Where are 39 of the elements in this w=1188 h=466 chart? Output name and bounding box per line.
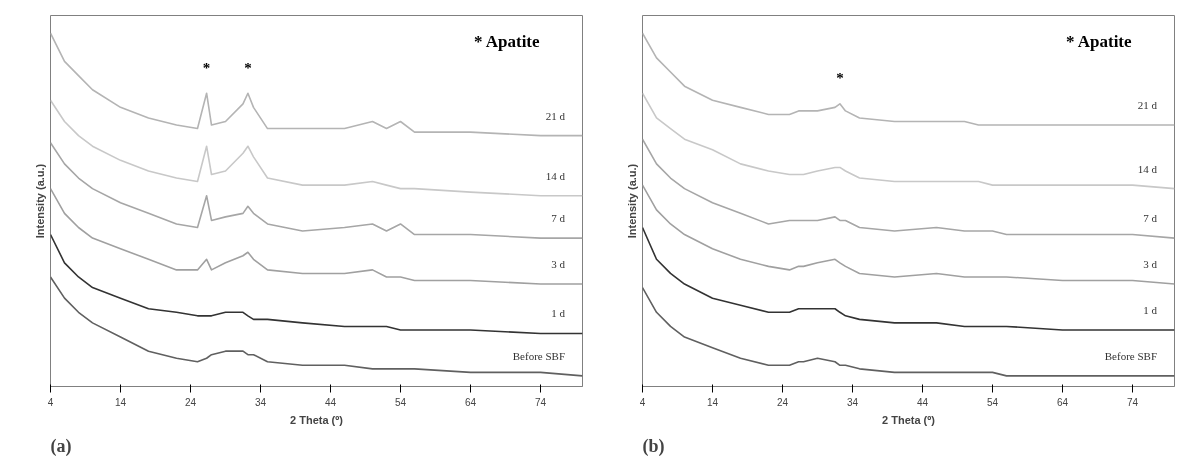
x-tick-label: 24 xyxy=(776,396,789,408)
series-label: 1 d xyxy=(551,307,566,320)
x-tick-label: 14 xyxy=(706,396,719,408)
x-tick-label: 74 xyxy=(534,396,547,408)
series-label: Before SBF xyxy=(1104,349,1157,362)
x-axis-title: 2 Theta (º) xyxy=(290,413,344,426)
y-axis-title: Intensity (a.u.) xyxy=(625,163,638,239)
x-tick-label: 34 xyxy=(254,396,267,408)
x-tick-label: 4 xyxy=(47,396,54,408)
x-tick-label: 64 xyxy=(1056,396,1069,408)
y-axis-title: Intensity (a.u.) xyxy=(33,163,46,239)
annotation: * xyxy=(202,59,211,76)
series-label: 21 d xyxy=(545,109,566,122)
series-label: 14 d xyxy=(545,169,566,182)
annotation: * Apatite xyxy=(473,31,541,51)
x-tick-label: 44 xyxy=(324,396,337,408)
series-label: 3 d xyxy=(1143,257,1158,270)
annotation: * xyxy=(244,59,252,76)
series-label: Before SBF xyxy=(512,349,565,362)
series-label: 1 d xyxy=(1143,303,1158,316)
series-label: 7 d xyxy=(1143,211,1158,224)
annotation: * Apatite xyxy=(1065,31,1133,51)
x-tick-label: 64 xyxy=(464,396,477,408)
series-label: 3 d xyxy=(551,257,566,270)
x-tick-label: 34 xyxy=(846,396,859,408)
text: (b) xyxy=(642,435,665,457)
x-tick-label: 24 xyxy=(184,396,197,408)
x-tick-label: 74 xyxy=(1126,396,1139,408)
x-tick-label: 4 xyxy=(639,396,646,408)
x-tick-label: 44 xyxy=(916,396,929,408)
x-tick-label: 54 xyxy=(394,396,407,408)
annotation: * xyxy=(836,70,844,87)
series-label: 21 d xyxy=(1137,98,1158,111)
x-axis-title: 2 Theta (º) xyxy=(882,413,936,426)
series-label: 7 d xyxy=(551,211,566,224)
text: (a) xyxy=(50,435,72,457)
x-tick-label: 54 xyxy=(986,396,999,408)
series-label: 14 d xyxy=(1137,162,1158,175)
x-tick-label: 14 xyxy=(114,396,127,408)
